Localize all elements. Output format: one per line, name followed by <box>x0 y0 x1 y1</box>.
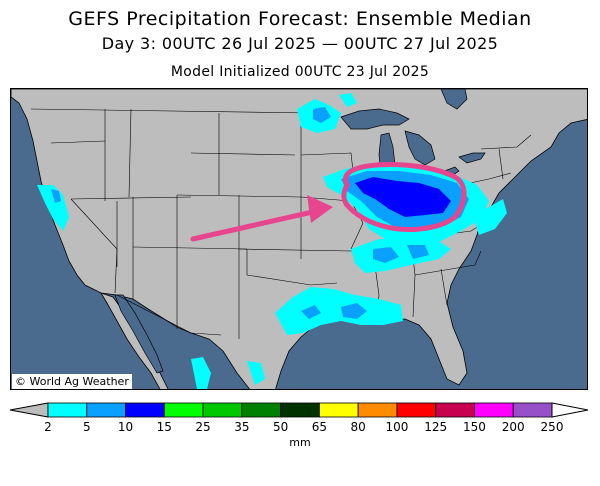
colorbar-tick-label: 5 <box>82 420 91 434</box>
colorbar-tick-label: 15 <box>156 420 172 434</box>
lake-ontario <box>458 152 486 164</box>
colorbar-tick-label: 125 <box>424 420 448 434</box>
colorbar-swatch <box>435 402 475 418</box>
colorbar-tick-label: 80 <box>350 420 366 434</box>
colorbar-unit: mm <box>289 436 311 449</box>
colorbar-tick-label: 50 <box>272 420 289 434</box>
colorbar-swatch <box>163 402 204 418</box>
precip-gulf-coast-light <box>275 287 403 335</box>
colorbar-swatch <box>241 402 282 418</box>
land-mass <box>11 89 587 389</box>
precip-colorbar <box>9 402 589 418</box>
colorbar-tick-label: 25 <box>195 420 211 434</box>
precip-mexico-light-2 <box>247 361 265 385</box>
highlight-circle <box>341 162 467 232</box>
colorbar-swatch <box>202 402 243 418</box>
precip-nv-ca-light <box>37 185 69 231</box>
precip-midwest-heavy <box>355 177 451 217</box>
precip-gulf-coast-mid <box>341 303 367 319</box>
precip-nv-ca-mid <box>51 189 61 203</box>
credit-label: © World Ag Weather <box>12 374 132 389</box>
precip-east-coast <box>473 199 507 235</box>
annotation-arrow <box>190 195 333 242</box>
precip-mexico-light <box>191 357 211 389</box>
colorbar-tick-label: 65 <box>311 420 328 434</box>
colorbar-swatch <box>357 402 398 418</box>
lake-huron <box>404 130 436 166</box>
precip-gulf-coast-mid-2 <box>301 305 321 319</box>
colorbar-swatch <box>318 402 359 418</box>
model-init-time: Model Initialized 00UTC 23 Jul 2025 <box>170 64 430 80</box>
colorbar-swatch <box>512 402 553 418</box>
lake-superior <box>340 108 410 130</box>
precip-south-tn-mid <box>373 247 399 263</box>
precip-dakota-tip <box>339 93 357 107</box>
colorbar-tick-label: 250 <box>540 420 564 434</box>
colorbar-swatch <box>125 402 165 418</box>
colorbar-swatch <box>47 402 88 418</box>
colorbar-tick-label: 200 <box>501 420 525 434</box>
map-svg <box>11 89 587 389</box>
colorbar-swatch <box>86 402 126 418</box>
forecast-period: Day 3: 00UTC 26 Jul 2025 — 00UTC 27 Jul … <box>101 34 499 53</box>
precip-map <box>10 88 588 390</box>
precip-shading <box>37 93 507 389</box>
precip-minnesota-light <box>313 107 331 123</box>
colorbar-swatch <box>396 402 437 418</box>
precip-south-tn-mid-2 <box>407 245 429 259</box>
colorbar-over-triangle <box>551 402 589 418</box>
colorbar-tick-label: 150 <box>463 420 486 434</box>
colorbar-tick-label: 2 <box>44 420 52 434</box>
james-bay <box>440 89 468 110</box>
colorbar-under-triangle <box>9 402 49 418</box>
colorbar-tick-label: 35 <box>234 420 250 434</box>
colorbar-tick-label: 100 <box>385 420 409 434</box>
colorbar-swatch <box>280 402 320 418</box>
chart-title: GEFS Precipitation Forecast: Ensemble Me… <box>68 8 532 30</box>
colorbar-tick-label: 10 <box>117 420 134 434</box>
colorbar-swatch <box>474 402 514 418</box>
gulf-of-california <box>114 294 164 374</box>
